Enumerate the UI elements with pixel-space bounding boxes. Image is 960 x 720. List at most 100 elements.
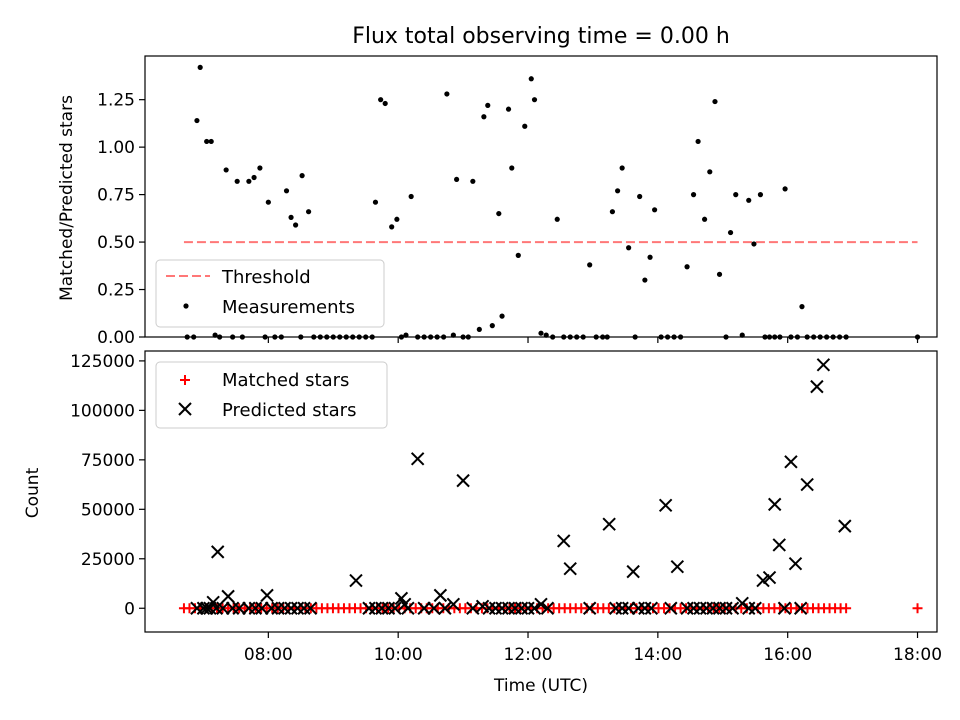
measurement-point: [305, 209, 312, 215]
measurement-point: [619, 165, 625, 171]
predicted-star-marker: [621, 601, 636, 615]
measurement-point: [690, 192, 697, 198]
predicted-star-marker: [482, 601, 496, 615]
predicted-star-marker: [190, 601, 204, 615]
predicted-legend-marker: [178, 402, 192, 416]
measurement-point: [642, 277, 648, 283]
measurement-point: [499, 313, 505, 319]
predicted-star-marker: [221, 589, 235, 604]
measurement-point: [489, 323, 495, 329]
predicted-star-marker: [495, 601, 509, 615]
predicted-star-marker: [816, 358, 831, 372]
predicted-star-marker: [514, 601, 529, 615]
measurement-point: [609, 209, 616, 215]
top-axes-frame: [144, 55, 938, 338]
predicted-star-marker: [748, 601, 762, 615]
top-x-ticks: [267, 337, 919, 343]
bottom-y-tick-label: 50000: [81, 500, 135, 520]
measurement-point: [476, 326, 482, 333]
measurement-point: [554, 216, 560, 222]
legend-predicted-label: Predicted stars: [222, 400, 356, 421]
measurement-point: [528, 76, 534, 82]
predicted-star-marker: [534, 597, 548, 612]
predicted-star-marker: [810, 379, 824, 394]
measurement-point: [293, 222, 299, 228]
measurement-point: [197, 64, 203, 70]
bottom-x-tick-label: 18:00: [893, 645, 942, 665]
predicted-star-marker: [658, 498, 673, 513]
predicted-star-marker: [297, 601, 311, 615]
predicted-star-marker: [777, 601, 792, 615]
top-y-tick-label: 1.25: [97, 91, 135, 111]
top-y-tick-label: 1.00: [97, 138, 135, 158]
top-y-ticks: 0.00 0.25 0.50 0.75 1.00 1.25: [97, 91, 145, 348]
predicted-star-marker: [742, 601, 756, 615]
predicted-star-marker: [680, 601, 694, 615]
top-y-tick-label: 0.25: [97, 281, 135, 301]
predicted-star-marker: [349, 573, 363, 588]
measurement-point: [485, 102, 491, 108]
predicted-star-marker: [303, 601, 318, 615]
measurement-point: [799, 304, 805, 310]
bottom-x-tick-label: 10:00: [374, 645, 423, 665]
predicted-star-marker: [557, 534, 571, 548]
measurement-point: [444, 91, 450, 97]
predicted-star-marker: [264, 601, 279, 615]
measurement-point: [389, 224, 395, 230]
predicted-star-marker: [706, 601, 720, 615]
measurement-point: [515, 252, 521, 258]
measurement-point: [382, 100, 388, 107]
predicted-star-marker: [242, 601, 256, 615]
predicted-star-marker: [719, 601, 733, 615]
measurement-point: [505, 106, 512, 112]
measurement-point: [652, 207, 658, 213]
predicted-star-marker: [608, 601, 623, 615]
measurement-point: [751, 241, 757, 247]
predicted-star-marker: [225, 601, 240, 615]
bottom-x-tick-label: 08:00: [244, 645, 293, 665]
top-y-tick-label: 0.50: [97, 233, 135, 253]
measurement-point: [733, 192, 739, 198]
top-y-tick-label: 0.75: [97, 186, 135, 206]
measurement-point: [626, 245, 632, 251]
measurements-legend-marker: [183, 303, 189, 309]
predicted-star-marker: [788, 557, 803, 571]
measurement-point: [194, 117, 200, 124]
bottom-x-tick-label: 12:00: [504, 645, 553, 665]
measurement-point: [746, 197, 752, 203]
predicted-star-marker: [762, 570, 777, 585]
predicted-star-marker: [260, 588, 274, 603]
measurement-point: [204, 138, 210, 145]
predicted-star-marker: [362, 601, 376, 615]
measurement-point: [684, 264, 690, 270]
measurement-point: [481, 114, 487, 120]
measurement-point: [712, 98, 718, 105]
measurement-point: [522, 123, 528, 129]
predicted-star-marker: [725, 601, 740, 615]
predicted-star-marker: [456, 473, 470, 488]
bottom-x-tick-label: 16:00: [763, 645, 812, 665]
predicted-star-marker: [209, 601, 224, 615]
predicted-star-marker: [602, 517, 616, 531]
predicted-star-marker: [838, 519, 852, 533]
predicted-star-marker: [767, 497, 782, 512]
predicted-star-marker: [735, 596, 749, 611]
predicted-star-marker: [284, 601, 298, 615]
predicted-star-marker: [438, 601, 452, 615]
predicted-star-marker: [381, 601, 396, 615]
measurement-point: [757, 192, 764, 198]
matched-star-marker: [841, 603, 852, 614]
measurement-point: [647, 254, 653, 260]
predicted-star-marker: [527, 601, 542, 615]
measurement-point: [531, 97, 538, 103]
chart-title: Flux total observing time = 0.00 h: [352, 24, 730, 49]
measurement-point: [288, 214, 294, 220]
predicted-star-marker: [793, 601, 808, 615]
measurement-point: [257, 165, 263, 171]
predicted-star-marker: [488, 601, 503, 615]
measurement-point: [372, 199, 379, 205]
measurement-point: [782, 186, 788, 192]
bottom-axes-frame: [144, 350, 938, 633]
bottom-x-ticks: 08:00 10:00 12:00 14:00 16:00 18:00: [244, 632, 942, 665]
